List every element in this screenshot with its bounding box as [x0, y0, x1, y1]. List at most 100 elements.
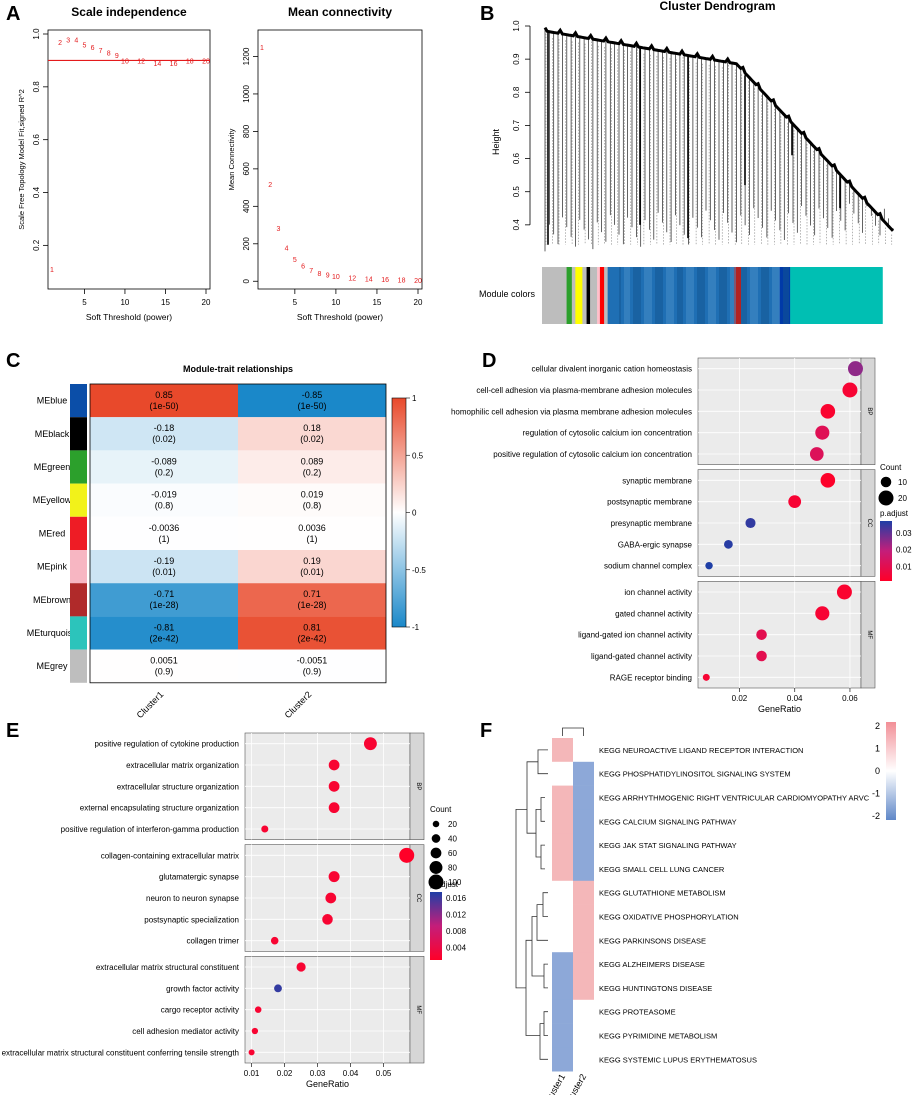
y-tick-label: 800 [242, 124, 251, 138]
x-tick-label: 0.02 [732, 694, 748, 703]
data-point-label: 2 [268, 182, 272, 189]
count-legend-label: 100 [448, 878, 462, 887]
row-label: KEGG ARRHYTHMOGENIC RIGHT VENTRICULAR CA… [599, 794, 870, 803]
term-label: GABA-ergic synapse [618, 540, 693, 549]
column-label: Cluster2 [283, 689, 314, 720]
term-label: ligand-gated ion channel activity [578, 631, 692, 640]
term-dot [842, 382, 858, 398]
padj-legend-label: 0.004 [446, 944, 467, 953]
term-label: extracellular matrix organization [126, 761, 239, 770]
count-legend-dot [878, 490, 894, 506]
heatmap-cell [552, 833, 573, 858]
count-legend-label: 10 [898, 478, 907, 487]
data-point-label: 16 [170, 61, 178, 68]
heatmap-cell [90, 649, 238, 683]
module-swatch [70, 583, 87, 617]
term-dot [815, 606, 830, 621]
module-color-segment [575, 267, 583, 324]
data-point-label: 7 [309, 268, 313, 275]
data-point-label: 6 [91, 45, 95, 52]
cell-pvalue: (2e-42) [297, 633, 326, 643]
cell-pvalue: (0.8) [303, 501, 322, 511]
data-point-label: 18 [398, 278, 406, 285]
module-color-segment [566, 267, 573, 324]
x-axis-label: GeneRatio [306, 1079, 349, 1089]
data-point-label: 18 [186, 58, 194, 65]
module-swatch [70, 384, 87, 418]
term-dot [399, 847, 415, 863]
term-label: extracellular matrix structural constitu… [96, 963, 240, 972]
row-label: MEblue [37, 396, 68, 406]
panel-d-go-dotplot: BP cellular divalent inorganic cation hom… [451, 357, 912, 714]
count-legend-dot [428, 874, 444, 890]
cell-value: 0.0036 [298, 523, 326, 533]
term-dot [724, 539, 733, 549]
heatmap-cell [552, 976, 573, 1001]
column-label: Cluster2 [563, 1072, 588, 1095]
data-point-label: 8 [318, 271, 322, 278]
data-point-label: 1 [260, 45, 264, 52]
term-label: positive regulation of interferon-gamma … [61, 825, 239, 834]
dendrogram-leaf-stubs [545, 33, 893, 245]
facet-strip-label: MF [415, 1005, 421, 1014]
data-point-label: 14 [365, 277, 373, 284]
cell-pvalue: (2e-42) [149, 633, 178, 643]
term-label: neuron to neuron synapse [146, 894, 240, 903]
y-axis-label: Height [491, 128, 501, 155]
dendrogram-branches [544, 27, 894, 252]
x-tick-label: 0.01 [244, 1069, 260, 1078]
y-tick-label: 0.7 [512, 119, 521, 131]
count-legend-dot [431, 834, 441, 843]
color-legend-bar [391, 397, 407, 628]
facet-strip-label: BP [415, 782, 421, 790]
term-dot [261, 825, 269, 833]
term-dot [363, 737, 377, 751]
padj-legend-label: 0.01 [896, 563, 912, 572]
count-legend-title: Count [430, 805, 452, 814]
facet-strip-label: CC [866, 519, 872, 528]
count-legend-dot [880, 476, 892, 488]
legend-tick-label: 0 [875, 766, 880, 776]
cell-pvalue: (0.01) [300, 567, 324, 577]
heatmap-cell [573, 928, 594, 953]
term-label: cell adhesion mediator activity [132, 1027, 239, 1036]
data-point-label: 4 [74, 37, 78, 44]
facet-strip-label: MF [866, 630, 872, 639]
data-point-label: 7 [99, 48, 103, 55]
column-dendrogram [562, 727, 584, 736]
x-tick-label: 20 [202, 298, 211, 307]
cell-pvalue: (0.02) [152, 434, 176, 444]
padj-legend-label: 0.02 [896, 546, 912, 555]
data-point-label: 8 [107, 50, 111, 57]
data-point-label: 4 [285, 246, 289, 253]
cell-value: -0.71 [154, 589, 175, 599]
color-legend-bar [886, 722, 896, 820]
cell-value: 0.18 [303, 423, 321, 433]
row-label: KEGG ALZHEIMERS DISEASE [599, 960, 705, 969]
dendrogram-merge-profile [543, 26, 895, 232]
term-dot [325, 892, 337, 904]
row-label: KEGG PROTEASOME [599, 1008, 676, 1017]
count-legend-label: 80 [448, 864, 457, 873]
term-dot [756, 629, 767, 640]
x-tick-label: 0.03 [310, 1069, 326, 1078]
term-label: extracellular structure organization [117, 782, 239, 791]
row-label: KEGG CALCIUM SIGNALING PATHWAY [599, 817, 737, 826]
heatmap-cell [573, 952, 594, 977]
module-swatch [70, 450, 87, 484]
data-point-label: 3 [276, 226, 280, 233]
count-legend-dot [432, 820, 440, 828]
term-dot [328, 871, 340, 883]
y-tick-label: 0.5 [512, 186, 521, 198]
x-tick-label: 15 [161, 298, 170, 307]
panel-label-d: D [482, 350, 496, 372]
module-color-segment [599, 267, 605, 324]
cell-pvalue: (1e-28) [149, 600, 178, 610]
legend-tick-label: -1 [412, 623, 420, 632]
term-label: glutamatergic synapse [159, 873, 240, 882]
y-tick-label: 1200 [242, 47, 251, 65]
row-label: KEGG PHOSPHATIDYLINOSITOL SIGNALING SYST… [599, 770, 791, 779]
module-swatch [70, 616, 87, 650]
